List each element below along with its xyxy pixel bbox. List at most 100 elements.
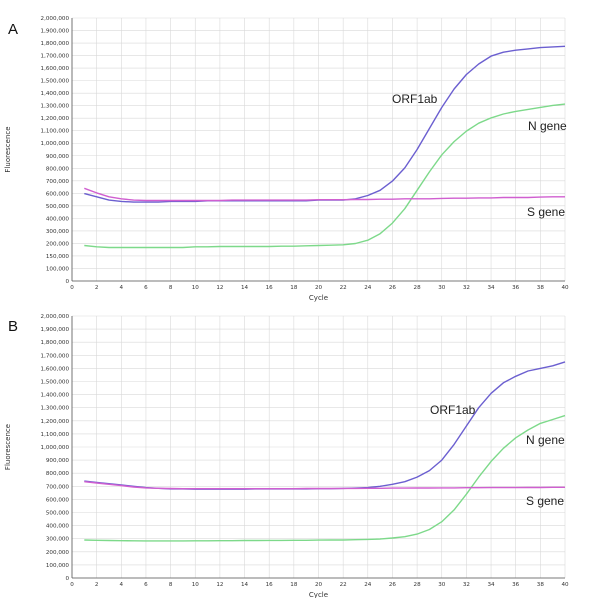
x-tick-label: 36 <box>512 285 520 291</box>
series-annotation: N gene <box>528 119 567 133</box>
x-tick-label: 20 <box>315 285 323 291</box>
x-tick-label: 34 <box>487 285 495 291</box>
y-tick-label: 1,400,000 <box>41 393 70 399</box>
y-tick-label: 1,500,000 <box>41 79 70 85</box>
x-tick-label: 26 <box>389 582 397 588</box>
y-tick-label: 1,400,000 <box>41 91 70 97</box>
y-tick-label: 300,000 <box>46 229 70 235</box>
series-line-orf1ab <box>84 45 566 203</box>
x-tick-label: 10 <box>192 285 200 291</box>
x-tick-label: 26 <box>389 285 397 291</box>
y-tick-label: 100,000 <box>46 563 70 569</box>
y-tick-label: 200,000 <box>46 550 70 556</box>
x-tick-label: 40 <box>561 285 569 291</box>
x-tick-label: 8 <box>169 582 173 588</box>
x-tick-label: 4 <box>120 285 124 291</box>
series-annotation: ORF1ab <box>430 403 476 417</box>
y-tick-label: 1,700,000 <box>41 54 70 60</box>
y-tick-label: 2,000,000 <box>41 314 70 320</box>
y-tick-label: 300,000 <box>46 537 70 543</box>
y-tick-label: 500,000 <box>46 511 70 517</box>
x-tick-label: 36 <box>512 582 520 588</box>
y-tick-label: 800,000 <box>46 166 70 172</box>
x-tick-label: 14 <box>241 582 249 588</box>
series-annotation: N gene <box>526 433 565 447</box>
y-tick-label: 1,800,000 <box>41 340 70 346</box>
y-axis-title: Fluorescence <box>4 126 12 172</box>
y-tick-label: 400,000 <box>46 216 70 222</box>
x-tick-label: 16 <box>266 582 274 588</box>
y-tick-label: 500,000 <box>46 204 70 210</box>
y-tick-label: 900,000 <box>46 458 70 464</box>
series-annotation: S gene <box>527 205 565 219</box>
y-tick-label: 2,000,000 <box>41 16 70 22</box>
y-tick-label: 1,000,000 <box>41 445 70 451</box>
x-tick-label: 14 <box>241 285 249 291</box>
x-axis-title: Cycle <box>309 294 328 302</box>
x-tick-label: 28 <box>414 285 422 291</box>
y-tick-label: 150,000 <box>46 254 70 260</box>
x-tick-label: 0 <box>70 582 74 588</box>
y-tick-label: 1,300,000 <box>41 406 70 412</box>
x-tick-label: 38 <box>537 285 545 291</box>
x-tick-label: 24 <box>364 285 372 291</box>
panel-letter: B <box>8 318 18 335</box>
series-line-n-gene <box>84 103 566 249</box>
y-tick-label: 600,000 <box>46 497 70 503</box>
x-tick-label: 10 <box>192 582 200 588</box>
y-tick-label: 1,000,000 <box>41 141 70 147</box>
series-annotation: ORF1ab <box>392 92 438 106</box>
series-annotation: S gene <box>526 494 564 508</box>
x-tick-label: 40 <box>561 582 569 588</box>
y-tick-label: 1,200,000 <box>41 116 70 122</box>
y-tick-label: 1,600,000 <box>41 366 70 372</box>
x-tick-label: 32 <box>463 582 470 588</box>
y-tick-label: 900,000 <box>46 154 70 160</box>
x-tick-label: 28 <box>414 582 422 588</box>
y-tick-label: 1,900,000 <box>41 29 70 35</box>
y-tick-label: 1,300,000 <box>41 104 70 110</box>
x-tick-label: 12 <box>216 285 223 291</box>
x-tick-label: 4 <box>120 582 124 588</box>
x-tick-label: 34 <box>487 582 495 588</box>
series-line-orf1ab <box>84 361 566 490</box>
y-tick-label: 400,000 <box>46 524 70 530</box>
x-tick-label: 30 <box>438 582 446 588</box>
x-tick-label: 12 <box>216 582 223 588</box>
series-line-s-gene <box>84 481 565 490</box>
x-axis-title: Cycle <box>309 591 328 598</box>
x-tick-label: 18 <box>290 582 298 588</box>
y-tick-label: 1,200,000 <box>41 419 70 425</box>
x-tick-label: 16 <box>266 285 274 291</box>
y-tick-label: 100,000 <box>46 266 70 272</box>
y-tick-label: 1,600,000 <box>41 66 70 72</box>
y-tick-label: 1,900,000 <box>41 327 70 333</box>
panel-a: A 0 100,000 150,000 200,000 300,000 400,000 500… <box>4 16 569 302</box>
x-tick-label: 32 <box>463 285 470 291</box>
y-tick-label: 1,700,000 <box>41 353 70 359</box>
x-tick-label: 22 <box>340 285 347 291</box>
panel-b: B 0 100,000 200,000 300,000 400,000 500,000 600… <box>4 314 569 598</box>
y-tick-label: 1,100,000 <box>41 129 70 135</box>
y-tick-label: 700,000 <box>46 179 70 185</box>
x-tick-label: 20 <box>315 582 323 588</box>
x-tick-label: 8 <box>169 285 173 291</box>
x-tick-label: 6 <box>144 582 148 588</box>
y-tick-label: 700,000 <box>46 484 70 490</box>
y-tick-label: 0 <box>65 279 69 285</box>
series-line-s-gene <box>84 187 565 202</box>
y-tick-label: 1,100,000 <box>41 432 70 438</box>
y-axis-title: Fluorescence <box>4 424 12 470</box>
y-tick-label: 1,500,000 <box>41 380 70 386</box>
x-tick-label: 22 <box>340 582 347 588</box>
y-tick-label: 1,800,000 <box>41 41 70 47</box>
y-tick-label: 600,000 <box>46 191 70 197</box>
y-tick-label: 0 <box>65 576 69 582</box>
x-tick-label: 6 <box>144 285 148 291</box>
x-tick-label: 30 <box>438 285 446 291</box>
panel-letter: A <box>8 21 18 38</box>
x-tick-label: 2 <box>95 285 99 291</box>
y-tick-label: 800,000 <box>46 471 70 477</box>
x-tick-label: 2 <box>95 582 99 588</box>
